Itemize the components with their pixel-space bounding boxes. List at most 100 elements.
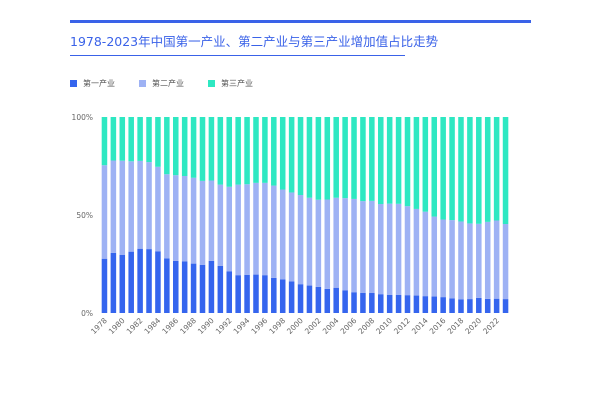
x-tick-label: 1994 [232, 316, 252, 336]
bar-tertiary-1993 [235, 117, 241, 185]
bar-primary-1998 [279, 279, 286, 313]
top-accent-bar [70, 20, 531, 23]
chart-legend: 第一产业 第二产业 第三产业 [70, 78, 277, 89]
bar-secondary-2016 [440, 219, 446, 298]
bar-secondary-1985 [164, 174, 170, 259]
y-tick-label: 0% [81, 309, 93, 318]
bar-secondary-1986 [173, 175, 179, 261]
bar-secondary-2008 [369, 200, 375, 294]
bar-secondary-2007 [360, 201, 366, 293]
bar-tertiary-1997 [271, 117, 277, 186]
x-tick-label: 1980 [107, 316, 127, 336]
bar-tertiary-2022 [493, 117, 500, 221]
bar-primary-2001 [306, 285, 313, 313]
bar-tertiary-2001 [306, 117, 313, 198]
bar-tertiary-1996 [262, 117, 268, 183]
bar-tertiary-1985 [164, 117, 170, 175]
bar-secondary-2017 [449, 220, 455, 299]
bar-tertiary-2019 [467, 117, 473, 224]
bar-primary-2003 [324, 288, 331, 313]
bar-primary-1987 [181, 261, 188, 313]
bar-primary-1986 [173, 260, 179, 313]
bar-tertiary-1999 [288, 117, 295, 193]
bar-secondary-1990 [208, 180, 215, 261]
bar-secondary-2019 [467, 223, 473, 300]
bar-primary-2014 [422, 296, 429, 313]
bar-primary-2017 [449, 298, 455, 313]
bar-secondary-1995 [253, 182, 259, 275]
bar-tertiary-1984 [155, 117, 161, 167]
bar-tertiary-2009 [378, 117, 384, 205]
legend-item-primary: 第一产业 [70, 78, 115, 89]
x-tick-label: 2022 [481, 316, 501, 336]
bar-primary-1995 [253, 274, 259, 313]
bar-primary-1985 [164, 258, 170, 313]
bar-tertiary-1990 [208, 117, 215, 181]
bar-tertiary-2011 [395, 117, 402, 204]
bar-tertiary-2000 [297, 117, 304, 196]
bar-secondary-2002 [315, 199, 322, 287]
x-tick-label: 2000 [285, 316, 305, 336]
bar-secondary-1991 [217, 184, 224, 266]
bar-tertiary-2014 [422, 117, 429, 212]
bar-tertiary-1978 [101, 117, 108, 166]
bar-secondary-2014 [422, 211, 429, 297]
x-tick-label: 1982 [125, 316, 145, 336]
x-tick-label: 2012 [392, 316, 412, 336]
x-tick-label: 1998 [267, 316, 287, 336]
legend-swatch-secondary [139, 80, 146, 87]
bar-tertiary-1982 [137, 117, 143, 161]
bar-primary-2013 [413, 295, 420, 313]
bar-secondary-1980 [119, 160, 126, 255]
bar-primary-1993 [235, 275, 241, 313]
bar-tertiary-1989 [199, 117, 206, 181]
bar-primary-2009 [378, 294, 384, 313]
bar-tertiary-1992 [226, 117, 233, 187]
x-tick-label: 1992 [214, 316, 234, 336]
legend-label-primary: 第一产业 [83, 79, 115, 88]
bar-primary-1984 [155, 251, 161, 313]
bar-tertiary-2021 [484, 117, 491, 222]
bar-primary-2010 [386, 294, 393, 313]
bar-secondary-1997 [271, 185, 277, 278]
bar-tertiary-2008 [369, 117, 375, 201]
legend-label-tertiary: 第三产业 [221, 79, 253, 88]
bar-secondary-2003 [324, 199, 331, 289]
x-tick-label: 2006 [339, 316, 359, 336]
bar-secondary-1992 [226, 186, 233, 272]
bar-tertiary-1983 [146, 117, 152, 163]
bar-secondary-2001 [306, 197, 313, 286]
bar-primary-1999 [288, 281, 295, 313]
bar-primary-2023 [502, 299, 509, 313]
bar-tertiary-2013 [413, 117, 420, 209]
bar-primary-1980 [119, 254, 126, 313]
legend-swatch-tertiary [208, 80, 215, 87]
bar-secondary-1989 [199, 180, 206, 265]
bar-tertiary-2018 [458, 117, 464, 222]
bar-primary-2005 [342, 290, 348, 313]
bar-primary-2018 [458, 299, 464, 313]
bar-tertiary-2006 [351, 117, 357, 199]
bar-primary-1979 [110, 252, 117, 313]
bar-tertiary-1998 [279, 117, 286, 190]
bar-secondary-1987 [181, 176, 188, 262]
bar-secondary-1981 [128, 161, 134, 252]
bar-primary-1983 [146, 249, 152, 313]
bar-primary-1991 [217, 265, 224, 313]
x-tick-label: 2020 [463, 316, 483, 336]
bar-tertiary-2003 [324, 117, 331, 200]
x-tick-label: 2002 [303, 316, 323, 336]
bar-secondary-2023 [502, 224, 509, 300]
bar-secondary-2006 [351, 198, 357, 293]
bar-primary-2012 [404, 295, 411, 313]
bar-primary-2019 [467, 299, 473, 313]
bar-secondary-2022 [493, 220, 500, 299]
legend-item-tertiary: 第三产业 [208, 78, 253, 89]
x-tick-label: 2010 [374, 316, 394, 336]
x-tick-label: 2014 [410, 316, 430, 336]
bar-secondary-1998 [279, 189, 286, 280]
x-tick-label: 2004 [321, 316, 341, 336]
bar-tertiary-2012 [404, 117, 411, 207]
bar-secondary-2000 [297, 195, 304, 285]
bar-secondary-1994 [244, 184, 250, 275]
